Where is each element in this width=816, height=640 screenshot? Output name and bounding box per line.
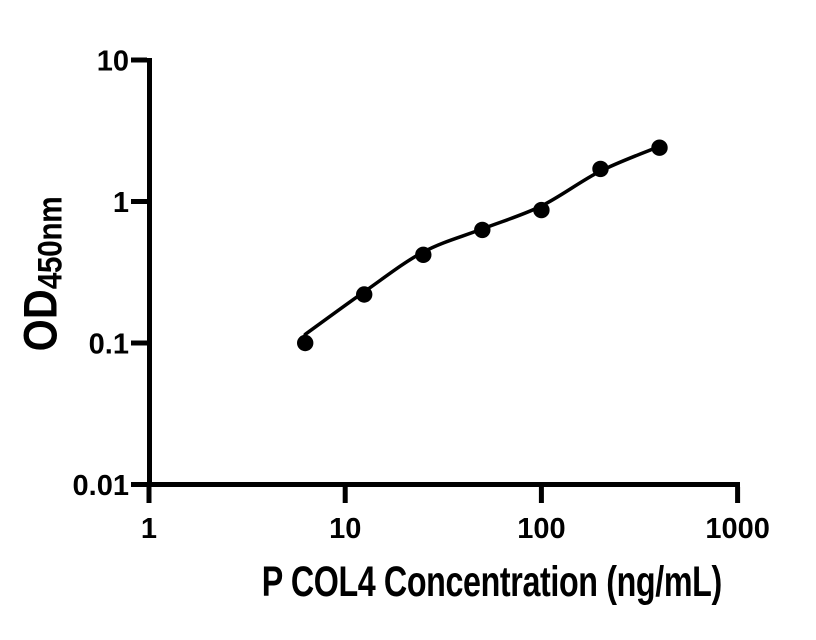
y-tick-label: 0.01 — [73, 470, 129, 502]
x-tick — [538, 487, 544, 503]
y-tick — [131, 57, 147, 63]
y-tick — [131, 482, 147, 487]
y-axis-title-subscript: 450nm — [31, 196, 70, 290]
data-point — [474, 221, 491, 239]
x-axis-title-text: P COL4 Concentration (ng/mL) — [261, 558, 722, 606]
y-axis-title-main: OD — [13, 289, 67, 352]
y-tick — [131, 199, 147, 204]
y-tick-label: 1 — [113, 187, 129, 219]
x-axis-line — [147, 482, 740, 487]
x-tick-label: 10 — [329, 513, 361, 545]
x-tick — [735, 487, 741, 503]
data-point — [651, 139, 668, 156]
data-point — [297, 334, 314, 352]
data-point — [592, 160, 609, 178]
y-tick — [131, 340, 147, 346]
x-tick-label: 100 — [517, 513, 565, 545]
data-point — [415, 246, 432, 263]
x-tick — [342, 487, 348, 503]
x-tick-label: 1000 — [705, 513, 770, 545]
data-point — [533, 201, 550, 219]
x-tick — [146, 487, 152, 503]
y-axis-line — [147, 58, 152, 487]
y-tick-label: 10 — [97, 46, 129, 78]
y-tick-label: 0.1 — [89, 329, 129, 361]
x-tick-label: 1 — [141, 513, 157, 545]
x-axis-title: P COL4 Concentration (ng/mL) — [185, 558, 722, 607]
data-point — [356, 286, 373, 303]
y-axis-title: OD450nm — [13, 196, 70, 352]
